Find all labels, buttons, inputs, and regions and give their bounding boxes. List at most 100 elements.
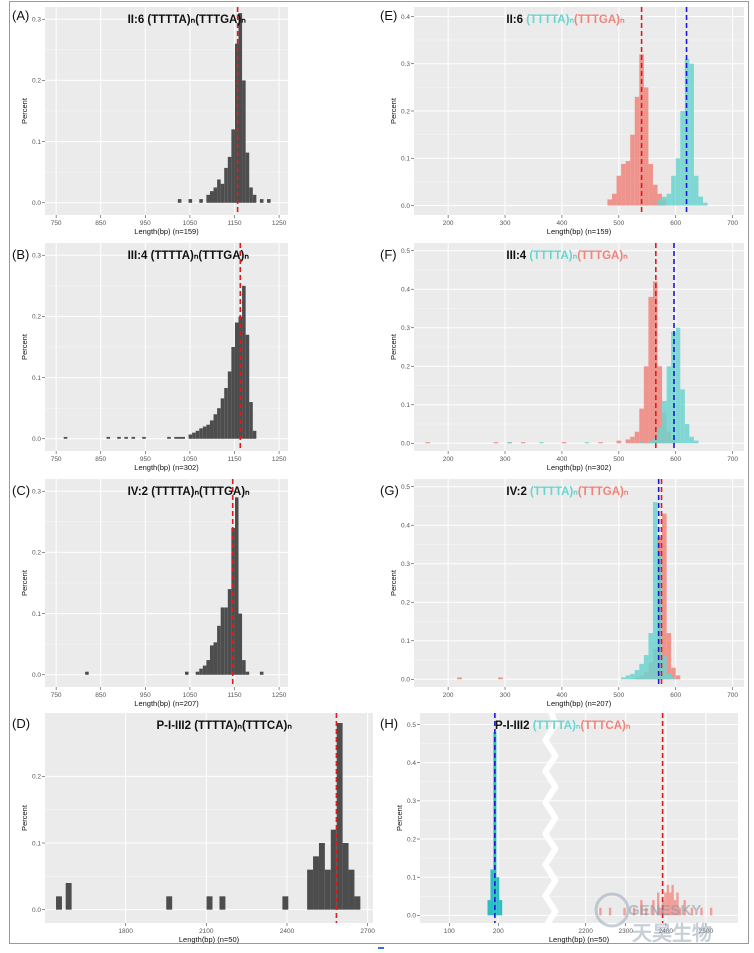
histogram-bar (85, 671, 89, 675)
histogram-bar (220, 398, 225, 439)
histogram-bar (425, 442, 430, 444)
y-tick-label: 0.4 (407, 760, 416, 767)
x-tick-label: 2100 (199, 928, 214, 935)
histogram-bar (217, 408, 221, 439)
x-tick-label: 1150 (228, 692, 242, 699)
histogram-bar (493, 442, 499, 444)
histogram-bar (267, 199, 271, 203)
series-1 (657, 59, 708, 206)
histogram-bar (662, 656, 667, 680)
x-tick-label: 700 (727, 456, 738, 463)
histogram-bar (662, 400, 667, 444)
histogram-bar (252, 430, 257, 439)
y-tick-label: 0.3 (401, 61, 410, 68)
histogram-bar (675, 675, 681, 680)
x-tick-label: 500 (613, 692, 624, 699)
histogram-bar (213, 642, 218, 675)
chart-panel-b: 0.0 0.1 0.2 0.3 750 850 950 1050 1150 1250 Length(… (12, 243, 288, 472)
histogram-bar (616, 440, 622, 444)
histogram-bar (520, 442, 526, 444)
histogram-bar (648, 440, 653, 444)
x-axis-label: Length(bp) (n=207) (547, 699, 612, 708)
histogram-bar (652, 438, 658, 444)
title-sample: II:6 (TTTTA)ₙ(TTTGA)ₙ (128, 14, 247, 26)
histogram-bar (234, 43, 239, 203)
histogram-bar (177, 199, 182, 203)
histogram-bar (703, 202, 708, 206)
x-tick-label: 950 (140, 692, 151, 699)
histogram-bar (219, 896, 226, 910)
histogram-bar (680, 111, 685, 206)
histogram-bar (643, 366, 649, 444)
histogram-bar (348, 869, 355, 910)
chart-panel-h: 0.0 0.1 0.2 0.3 0.4 0.5 100 200 2200 2300 2400 2500… (380, 708, 738, 944)
y-tick-label: 0.1 (401, 638, 410, 645)
x-tick-label: 1250 (272, 220, 287, 227)
histogram-bar (224, 167, 228, 203)
panel-letter: (E) (380, 8, 397, 23)
y-tick-label: 0.5 (407, 722, 416, 729)
histogram-bar (621, 163, 626, 206)
y-tick-label: 0.3 (407, 798, 416, 805)
x-tick-label: 600 (670, 220, 681, 227)
figure-frame (9, 1, 749, 944)
histogram-bar (539, 442, 544, 444)
y-tick-label: 0.2 (401, 364, 410, 371)
histogram-bar (621, 677, 626, 680)
histogram-bar (652, 502, 658, 680)
histogram-bar (648, 633, 653, 680)
histogram-bar (117, 436, 121, 439)
histogram-bar (195, 671, 200, 675)
histogram-bar (336, 723, 343, 910)
y-axis-label: Percent (395, 804, 404, 831)
y-tick-label: 0.5 (401, 484, 410, 491)
y-tick-label: 0.1 (32, 375, 41, 382)
panel-letter: (F) (380, 247, 397, 262)
histogram-bar (206, 424, 210, 439)
x-axis-label: Length(bp) (n=159) (547, 227, 612, 236)
histogram-bar (684, 424, 690, 444)
y-tick-label: 0.3 (401, 325, 410, 332)
histogram-bar (224, 607, 228, 675)
y-tick-label: 0.1 (32, 840, 41, 847)
x-tick-label: 400 (557, 692, 568, 699)
histogram-bar (643, 87, 649, 206)
x-axis-label: Length(bp) (n=50) (549, 935, 610, 944)
x-tick-label: 100 (444, 928, 455, 935)
x-tick-label: 850 (95, 220, 106, 227)
histogram-bar (142, 436, 146, 439)
histogram-bar (324, 869, 331, 910)
x-tick-label: 200 (443, 220, 454, 227)
histogram-bar (202, 426, 207, 439)
histogram-bar (607, 199, 612, 206)
histogram-bar (242, 80, 246, 203)
x-tick-label: 400 (557, 220, 568, 227)
histogram-bar (680, 389, 685, 444)
title-sample: P-I-III2 (TTTTA)ₙ(TTTCA)ₙ (157, 720, 293, 732)
series-0 (56, 723, 361, 910)
y-axis-label: Percent (20, 97, 29, 124)
chart-panel-d: 0.0 0.1 0.2 1800 2100 2400 2700 Length(bp) (n=5… (12, 713, 375, 944)
chart-panel-f: 0.0 0.1 0.2 0.3 0.4 0.5 200 300 400 500 600 700 Leng… (380, 243, 744, 472)
histogram-bar (666, 633, 672, 680)
watermark-chinese: 天昊生物 (632, 921, 712, 945)
x-tick-label: 300 (500, 692, 511, 699)
y-tick-label: 0.2 (32, 550, 41, 557)
x-tick-label: 2500 (699, 928, 714, 935)
x-axis-label: Length(bp) (n=302) (547, 463, 612, 472)
y-tick-label: 0.2 (32, 774, 41, 781)
histogram-bar (318, 843, 325, 910)
x-tick-label: 1800 (118, 928, 133, 935)
histogram-bar (493, 732, 497, 916)
histogram-bar (675, 158, 681, 206)
histogram-bar (643, 655, 649, 680)
histogram-bar (259, 199, 264, 203)
panel-letter: (D) (12, 716, 30, 731)
histogram-bar (342, 843, 349, 910)
y-axis-label: Percent (20, 804, 29, 831)
histogram-bar (657, 199, 663, 206)
x-axis-label: Length(bp) (n=302) (134, 463, 199, 472)
watermark-logo-icon (594, 892, 630, 928)
x-axis-label: Length(bp) (n=159) (134, 227, 199, 236)
histogram-bar (657, 892, 660, 916)
